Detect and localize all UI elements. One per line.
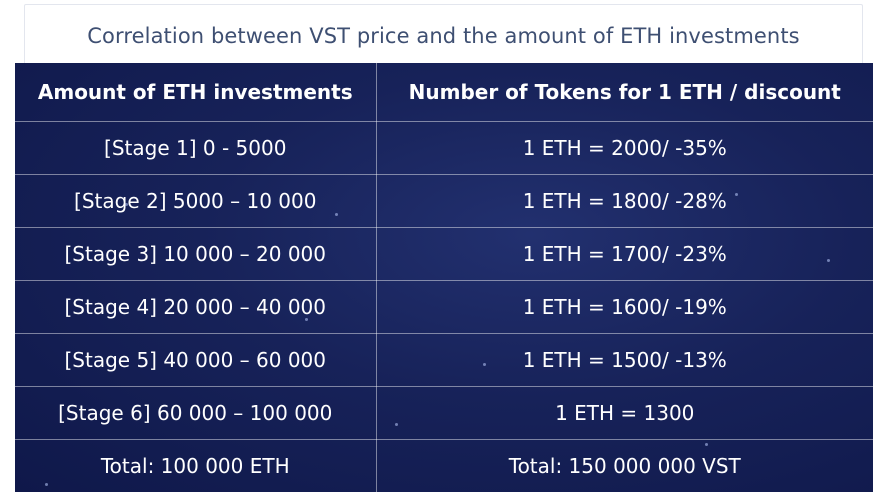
table-row: [Stage 6] 60 000 – 100 000 1 ETH = 1300 — [15, 386, 873, 440]
token-rate-cell: 1 ETH = 1600/ -19% — [376, 280, 873, 334]
total-eth-cell: Total: 100 000 ETH — [15, 439, 377, 492]
pricing-table-container: Amount of ETH investments Number of Toke… — [15, 63, 873, 492]
table-row: [Stage 2] 5000 – 10 000 1 ETH = 1800/ -2… — [15, 174, 873, 228]
stage-range-cell: [Stage 6] 60 000 – 100 000 — [15, 386, 377, 440]
token-rate-cell: 1 ETH = 1500/ -13% — [376, 333, 873, 387]
total-vst-cell: Total: 150 000 000 VST — [508, 454, 741, 478]
token-rate-cell: 1 ETH = 1300 — [376, 386, 873, 440]
table-row: [Stage 1] 0 - 5000 1 ETH = 2000/ -35% — [15, 121, 873, 175]
stage-range-cell: [Stage 5] 40 000 – 60 000 — [15, 333, 377, 387]
stage-range-cell: [Stage 4] 20 000 – 40 000 — [15, 280, 377, 334]
token-rate-cell: 1 ETH = 1700/ -23% — [376, 227, 873, 281]
stage-range-cell: [Stage 2] 5000 – 10 000 — [15, 174, 377, 228]
table-header-row: Amount of ETH investments Number of Toke… — [15, 63, 873, 122]
table-row: [Stage 3] 10 000 – 20 000 1 ETH = 1700/ … — [15, 227, 873, 281]
table-row: [Stage 4] 20 000 – 40 000 1 ETH = 1600/ … — [15, 280, 873, 334]
table-row: [Stage 5] 40 000 – 60 000 1 ETH = 1500/ … — [15, 333, 873, 387]
title-card: Correlation between VST price and the am… — [24, 4, 863, 63]
table-title: Correlation between VST price and the am… — [87, 24, 800, 48]
stage-range-cell: [Stage 3] 10 000 – 20 000 — [15, 227, 377, 281]
stage-range-cell: [Stage 1] 0 - 5000 — [15, 121, 377, 175]
header-tokens-per-eth: Number of Tokens for 1 ETH / discount — [376, 63, 873, 122]
header-eth-investments: Amount of ETH investments — [15, 63, 377, 122]
token-rate-cell: 1 ETH = 2000/ -35% — [376, 121, 873, 175]
table-total-row: Total: 100 000 ETH Total: 150 000 000 VS… — [15, 439, 873, 492]
token-rate-cell: 1 ETH = 1800/ -28% — [376, 174, 873, 228]
pricing-table: Amount of ETH investments Number of Toke… — [15, 63, 873, 492]
